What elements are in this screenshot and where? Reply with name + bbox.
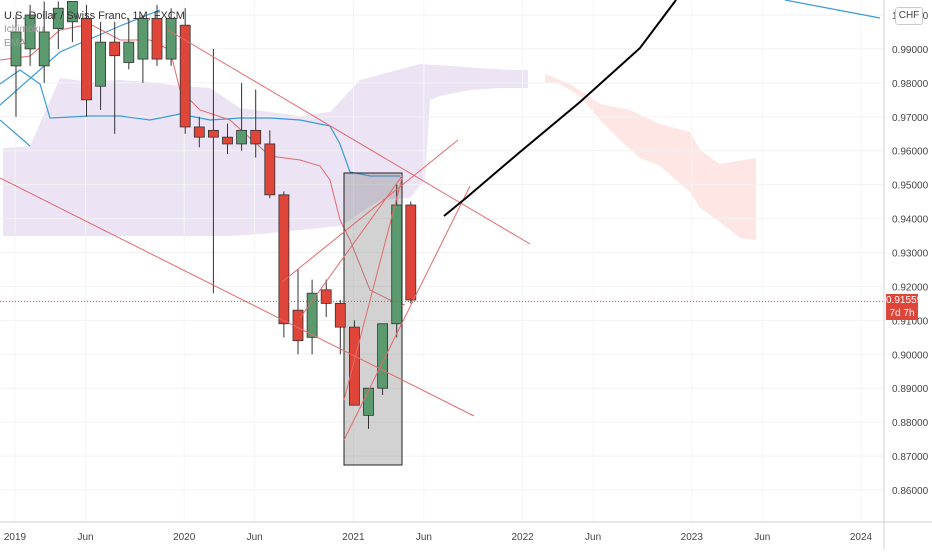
channel-upper-line <box>167 29 531 245</box>
candle-down <box>405 204 417 301</box>
candle-up <box>67 1 78 23</box>
indicator-ema-label[interactable]: EMA <box>4 38 26 49</box>
x-tick-label: 2020 <box>173 532 196 543</box>
x-tick-label: Jun <box>754 532 770 543</box>
y-tick-label: 0.96000 <box>892 147 929 158</box>
candle-up <box>306 292 318 338</box>
candle-down <box>207 129 219 138</box>
candle-down <box>151 17 163 60</box>
trend-fan-line-4 <box>343 177 403 401</box>
candle-up <box>95 41 106 87</box>
candle-down <box>264 143 276 196</box>
x-tick-label: 2021 <box>342 532 365 543</box>
candle-up <box>38 31 50 67</box>
cloud-bear-area <box>545 74 756 240</box>
candle-up <box>377 323 389 389</box>
x-tick-label: 2019 <box>4 532 27 543</box>
trend-fan-line-1 <box>281 139 459 283</box>
candle-up <box>363 387 374 416</box>
x-tick-labels: 2019 Jun 2020 Jun 2021 Jun 2022 Jun 2023 Jun 2024 <box>4 532 873 543</box>
candle-down <box>278 194 290 325</box>
ema-line-4 <box>784 0 881 19</box>
y-tick-label: 0.87000 <box>892 452 929 463</box>
y-tick-label: 0.89000 <box>892 384 929 395</box>
chart-legend: U.S. Dollar / Swiss Franc, 1M, FXCM Ichi… <box>4 9 185 51</box>
y-tick-label: 0.93000 <box>892 249 929 260</box>
candle-up <box>10 31 22 67</box>
trend-fan-line-2 <box>299 175 403 319</box>
candle-down <box>250 129 262 145</box>
y-tick-labels: 0.86000 0.87000 0.88000 0.89000 0.90000 0.910… <box>892 11 929 497</box>
candles <box>10 1 417 429</box>
y-tick-label: 0.99000 <box>892 45 929 56</box>
x-tick-label: Jun <box>77 532 93 543</box>
x-tick-label: Jun <box>585 532 601 543</box>
y-tick-label: 0.97000 <box>892 113 929 124</box>
candle-up <box>391 204 403 325</box>
channel-lower-line <box>0 177 475 417</box>
candle-up <box>236 129 248 145</box>
x-tick-label: Jun <box>416 532 432 543</box>
drawings <box>0 0 884 441</box>
candle-down <box>320 289 332 304</box>
y-tick-label: 0.95000 <box>892 181 929 192</box>
y-tick-label: 0.94000 <box>892 215 929 226</box>
projection-line <box>443 0 677 217</box>
candle-up <box>137 17 149 60</box>
candle-down <box>179 24 191 128</box>
candle-down <box>193 126 205 138</box>
x-tick-label: 2022 <box>511 532 534 543</box>
x-tick-label: 2024 <box>850 532 873 543</box>
trend-fan-line-3 <box>343 185 471 441</box>
candle-down <box>109 41 121 57</box>
x-tick-label: Jun <box>247 532 263 543</box>
y-tick-label: 0.98000 <box>892 79 929 90</box>
x-tick-label: 2023 <box>681 532 704 543</box>
candle-up <box>24 14 36 50</box>
candle-up <box>165 17 177 60</box>
ema-line <box>0 69 400 177</box>
candle-down <box>222 136 233 145</box>
y-tick-label: 0.92000 <box>892 282 929 293</box>
last-price-badge: 0.91559 7d 7h <box>886 294 923 321</box>
y-tick-label: 0.86000 <box>892 486 929 497</box>
symbol-title[interactable]: U.S. Dollar / Swiss Franc, 1M, FXCM <box>4 10 185 22</box>
candle-down <box>348 326 360 406</box>
candle-down <box>334 302 346 328</box>
candle-up <box>123 41 135 63</box>
ema-line-2 <box>0 119 31 147</box>
bar-countdown: 7d 7h <box>889 308 915 320</box>
indicator-ichimoku-label[interactable]: Ichimoku <box>4 24 45 35</box>
candle-down <box>81 17 92 101</box>
y-tick-label: 0.88000 <box>892 418 929 429</box>
conversion-line <box>0 23 406 306</box>
y-tick-label: 0.90000 <box>892 350 929 361</box>
currency-button[interactable]: CHF <box>895 7 923 25</box>
last-price-value: 0.91559 <box>886 295 923 307</box>
y-tick-label: 0.91000 <box>892 316 929 327</box>
candle-up <box>52 7 64 29</box>
